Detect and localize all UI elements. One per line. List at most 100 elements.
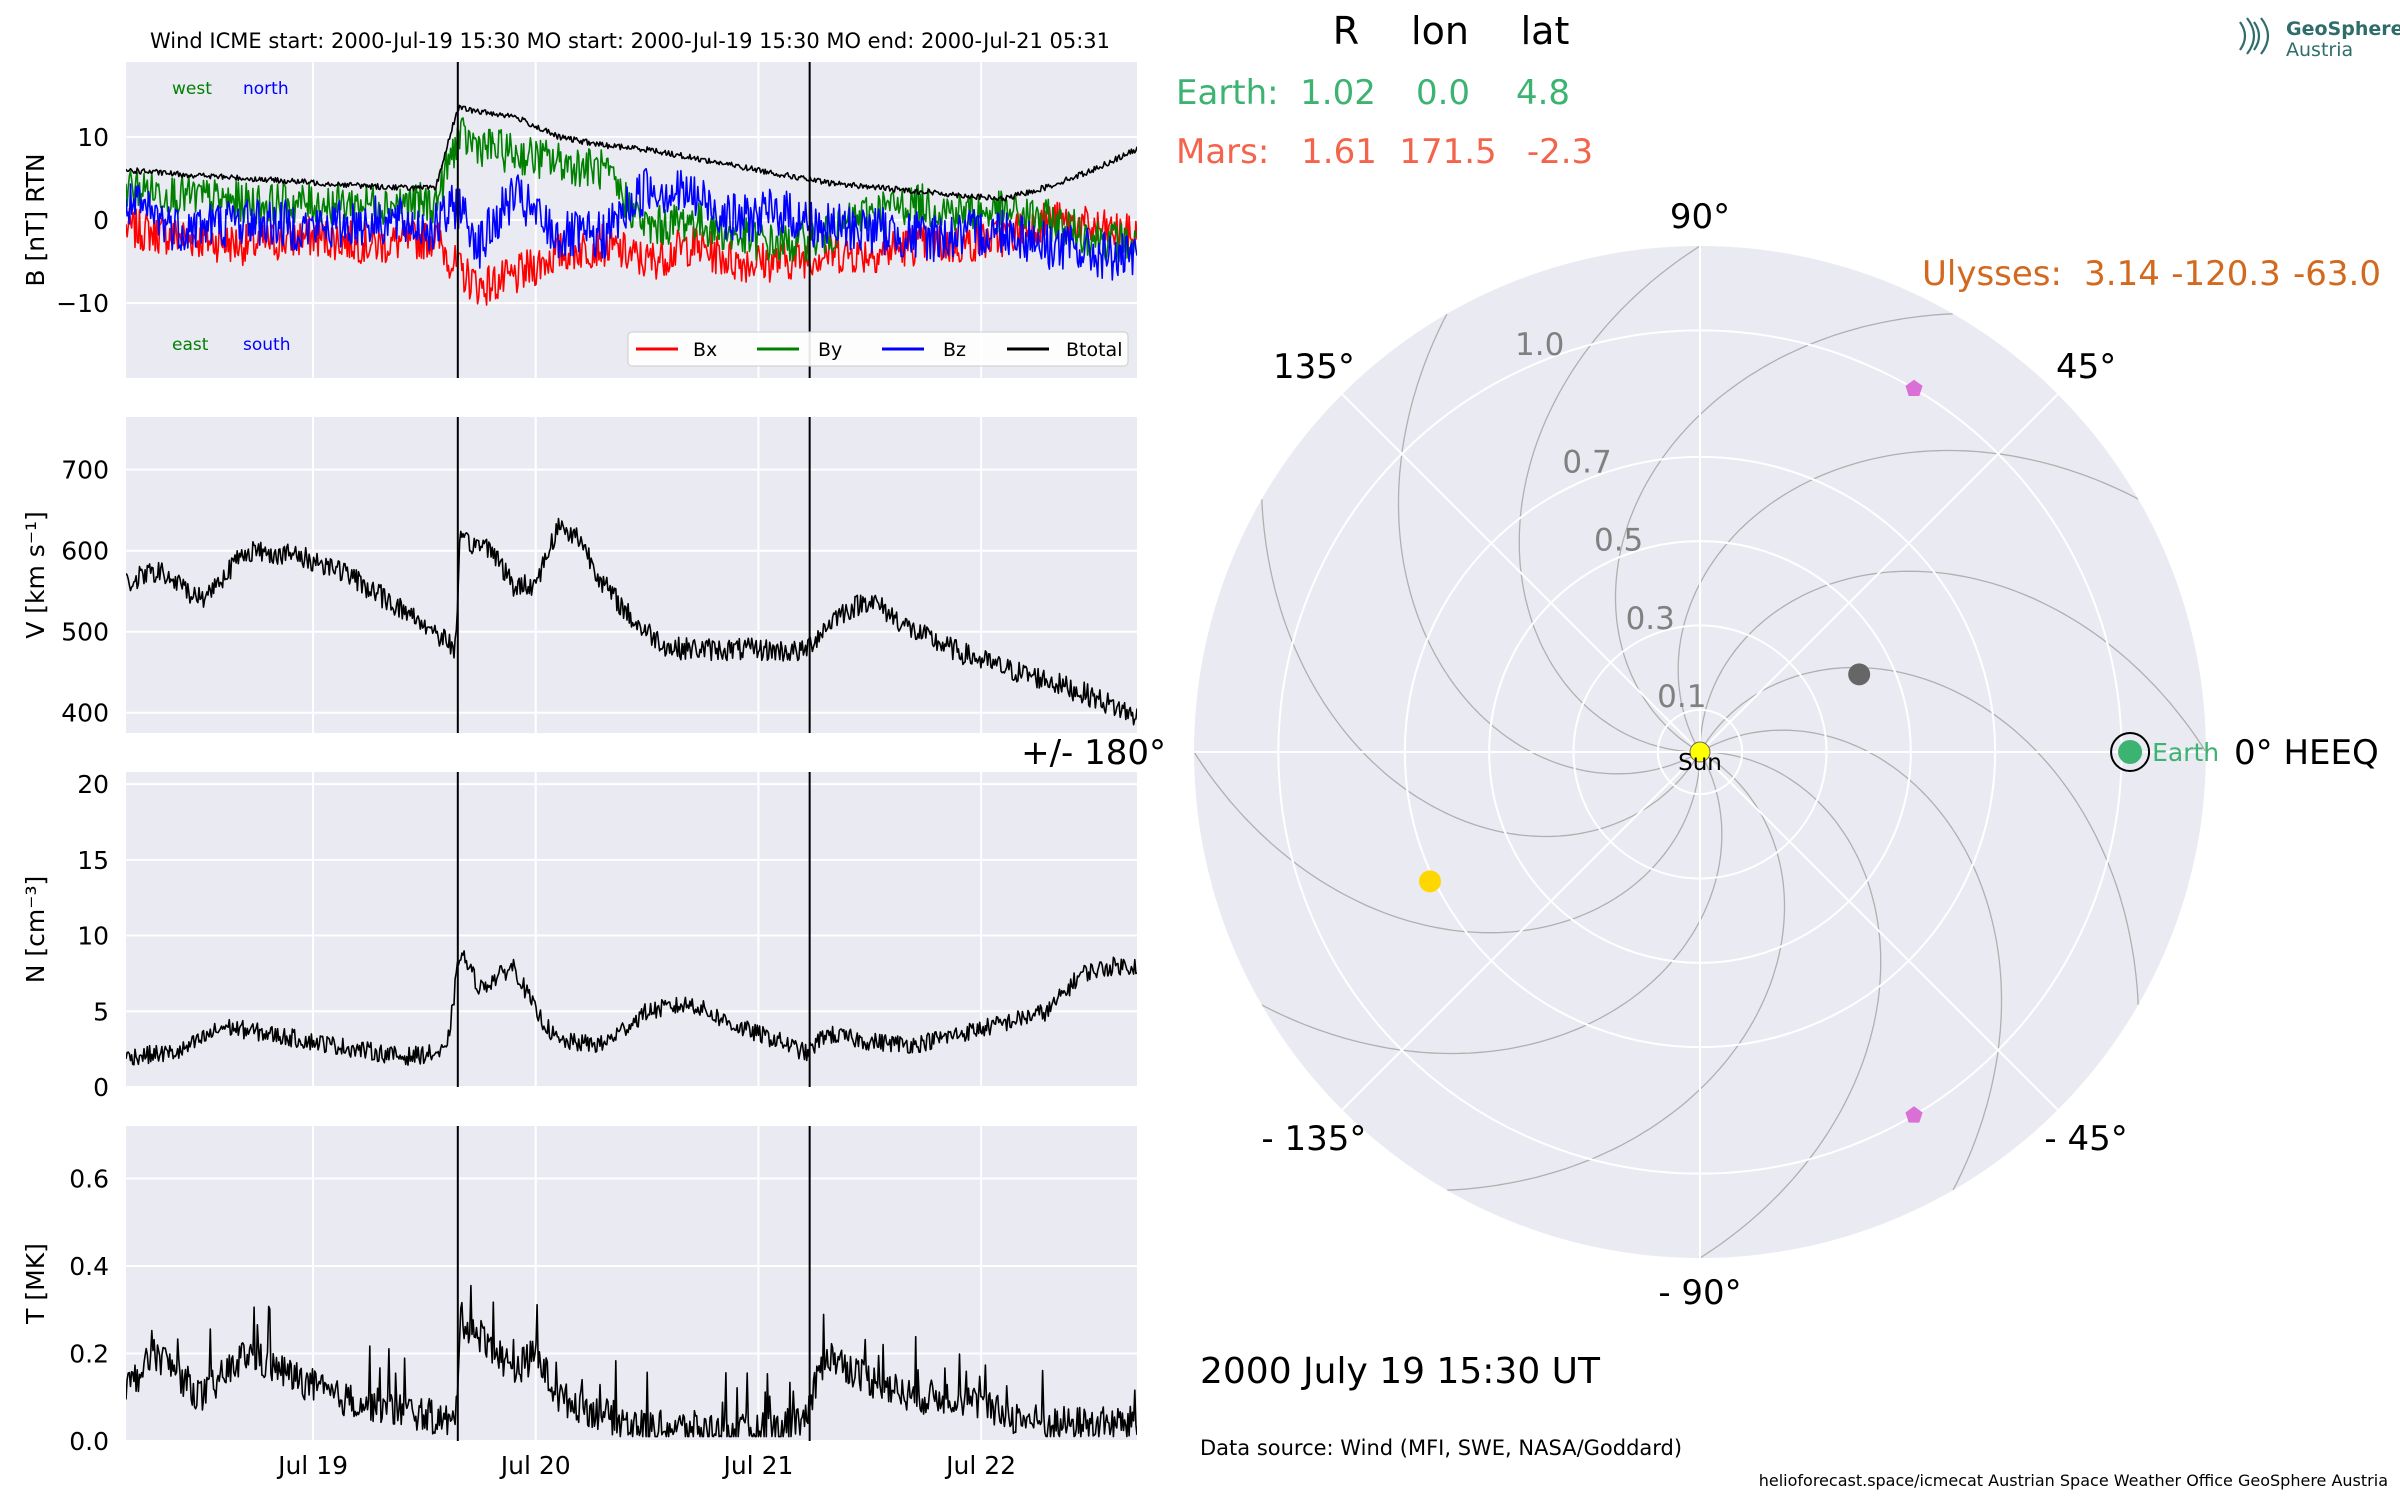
series-line-btotal: [126, 104, 1137, 202]
earth-row-lon: 0.0: [1416, 73, 1470, 113]
legend: Bx By Bz Btotal: [627, 331, 1129, 367]
south-label: south: [243, 335, 290, 355]
series-line-n: [126, 950, 1137, 1066]
mars-row-r: 1.61: [1301, 132, 1377, 172]
angular-grid-line: [1699, 393, 2059, 753]
datetime-label: 2000 July 19 15:30 UT: [1200, 1351, 1601, 1392]
x-tick-label: Jul 22: [944, 1451, 1016, 1480]
col-header-r: R: [1333, 9, 1359, 53]
mars-row-label: Mars:: [1176, 132, 1269, 172]
body-sun-marker: [1689, 741, 1711, 763]
y-tick-label: 0.6: [69, 1165, 109, 1194]
header-title: Wind ICME start: 2000-Jul-19 15:30 MO st…: [150, 29, 1110, 53]
ulysses-row-label: Ulysses:: [1922, 254, 2062, 294]
y-axis-label: N [cm⁻³]: [21, 876, 50, 983]
y-tick-label: 0.0: [69, 1427, 109, 1456]
angle-label: 90°: [1670, 197, 1730, 237]
position-table: R lon lat Earth: 1.02 0.0 4.8 Mars: 1.61…: [1176, 9, 2381, 294]
radial-tick-label: 0.5: [1594, 523, 1643, 559]
mars-row-lon: 171.5: [1399, 132, 1496, 172]
y-tick-label: 0.2: [69, 1340, 109, 1369]
panel-temperature: 0.6 0.4 0.2 0.0 T [MK] Jul 19 Jul 20 Jul 21 Jul …: [21, 1126, 1137, 1480]
angle-label: - 135°: [1261, 1119, 1366, 1159]
body-earth-ring: [2110, 732, 2151, 772]
footer-credits: helioforecast.space/icmecat Austrian Spa…: [1759, 1471, 2388, 1490]
panel-magnetic-field: 10 0 −10B [nT] RTN: [21, 62, 1137, 378]
data-source-label: Data source: Wind (MFI, SWE, NASA/Goddar…: [1200, 1436, 1682, 1460]
body-pentagon1-marker: [1905, 379, 1923, 396]
north-label: north: [243, 79, 289, 99]
body-sun-label: Sun: [1678, 750, 1722, 776]
y-tick-label: 400: [61, 699, 109, 728]
panel-background: [126, 772, 1137, 1087]
logo-line1: GeoSphere: [2286, 18, 2400, 40]
logo-swirl-icon: [2239, 17, 2270, 55]
panel-background: [126, 1126, 1137, 1441]
body-earth-label: Earth: [2152, 738, 2219, 767]
y-axis-label: V [km s⁻¹]: [21, 511, 50, 639]
ulysses-row-lon: -120.3: [2171, 254, 2281, 294]
mars-row-lat: -2.3: [1527, 132, 1593, 172]
x-tick-label: Jul 20: [499, 1451, 571, 1480]
angular-grid-line: [1341, 751, 1701, 1111]
angle-label: 0° HEEQ: [2234, 733, 2379, 773]
y-tick-label: 20: [77, 770, 109, 799]
y-tick-label: 600: [61, 537, 109, 566]
geosphere-logo: GeoSphere Austria: [2239, 17, 2400, 61]
ulysses-row-lat: -63.0: [2293, 254, 2381, 294]
angle-label: - 45°: [2044, 1119, 2127, 1159]
x-tick-label: Jul 19: [276, 1451, 348, 1480]
y-axis-label: B [nT] RTN: [21, 153, 50, 286]
body-earth-marker: [2118, 740, 2143, 764]
y-tick-label: 5: [93, 997, 109, 1026]
series-group: [126, 1284, 1137, 1438]
series-line-t: [126, 1284, 1137, 1438]
angle-label: - 90°: [1658, 1273, 1741, 1313]
panel-density: 20 15 10 5 0 N [cm⁻³]: [21, 770, 1137, 1102]
panel-velocity: 700 600 500 400 V [km s⁻¹]: [21, 417, 1137, 733]
body-mars-marker: [1419, 870, 1442, 893]
y-tick-label: 10: [77, 922, 109, 951]
body-grey-marker: [1848, 663, 1871, 686]
y-tick-label: 10: [77, 123, 109, 152]
radial-tick-label: 0.3: [1626, 601, 1675, 637]
series-group: [126, 104, 1137, 306]
col-header-lon: lon: [1411, 9, 1469, 53]
y-tick-label: 700: [61, 456, 109, 485]
angle-label: 45°: [2056, 347, 2116, 387]
west-label: west: [172, 79, 212, 99]
ulysses-row-r: 3.14: [2084, 254, 2160, 294]
angular-grid-line: [1699, 751, 2059, 1111]
series-group: [126, 517, 1137, 726]
series-line-v: [126, 517, 1137, 726]
y-tick-label: 500: [61, 618, 109, 647]
radial-tick-label: 0.7: [1562, 444, 1611, 480]
earth-row-lat: 4.8: [1516, 73, 1570, 113]
radial-tick-label: 1.0: [1515, 327, 1564, 363]
earth-row-label: Earth:: [1176, 73, 1279, 113]
series-line-bz: [126, 167, 1137, 281]
east-label: east: [172, 335, 209, 355]
angular-grid-line: [1341, 393, 1701, 753]
panel-background: [126, 417, 1137, 733]
y-tick-label: 0: [93, 1073, 109, 1102]
legend-label-btotal: Btotal: [1066, 339, 1122, 361]
y-tick-label: 15: [77, 846, 109, 875]
x-tick-label: Jul 21: [721, 1451, 793, 1480]
legend-label-bx: Bx: [693, 339, 717, 361]
y-tick-label: 0: [93, 206, 109, 235]
y-tick-label: −10: [56, 289, 109, 318]
angle-label: 135°: [1273, 347, 1355, 387]
y-tick-label: 0.4: [69, 1252, 109, 1281]
legend-label-bz: Bz: [943, 339, 966, 361]
body-pentagon2-marker: [1905, 1106, 1923, 1123]
logo-line2: Austria: [2286, 39, 2353, 61]
earth-row-r: 1.02: [1300, 73, 1376, 113]
y-axis-label: T [MK]: [21, 1243, 50, 1325]
polar-plot: 1.0 0.7 0.5 0.3 0.1 0° HEEQ 45° 90° 135° +/- 180°…: [1021, 197, 2379, 1313]
series-group: [126, 950, 1137, 1066]
legend-label-by: By: [818, 339, 842, 361]
radial-tick-label: 0.1: [1657, 679, 1706, 715]
